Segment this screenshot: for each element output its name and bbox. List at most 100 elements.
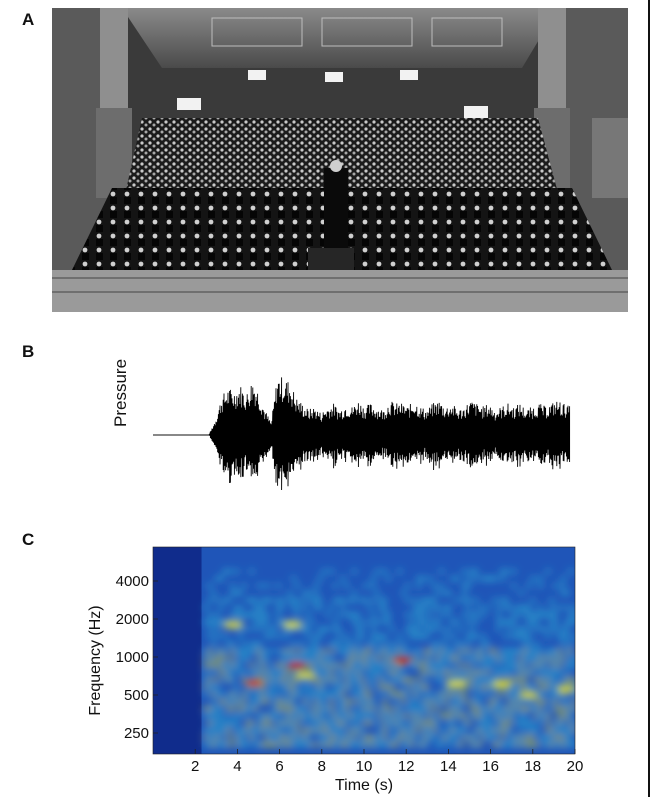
spectrogram-cell <box>355 649 361 653</box>
spectrogram-cell <box>226 570 232 573</box>
spectrogram-cell <box>556 656 562 660</box>
spectrogram-cell <box>302 728 308 732</box>
spectrogram-cell <box>477 699 483 703</box>
spectrogram-cell <box>454 743 460 747</box>
spectrogram-cell <box>537 613 543 617</box>
spectrogram-cell <box>545 570 551 573</box>
spectrogram-cell <box>465 663 471 667</box>
spectrogram-cell <box>427 721 433 725</box>
x-tick-label: 14 <box>440 758 457 775</box>
spectrogram-cell <box>518 707 524 711</box>
spectrogram-cell <box>423 606 429 610</box>
spectrogram-cell <box>306 627 312 631</box>
spectrogram-cell <box>332 678 338 682</box>
spectrogram-cell <box>484 642 490 646</box>
spectrogram-cell <box>549 699 555 703</box>
spectrogram-cell <box>378 728 384 732</box>
spectrogram-cell <box>404 728 410 732</box>
spectrogram-cell <box>332 584 338 588</box>
spectrogram-cell <box>241 671 247 674</box>
spectrogram-cell <box>553 627 559 631</box>
spectrogram-cell <box>313 663 319 667</box>
spectrogram-cell <box>325 692 331 696</box>
spectrogram-cell <box>279 743 285 747</box>
spectrogram-cell <box>545 714 551 718</box>
spectrogram-cell <box>211 714 217 718</box>
x-tick-label: 12 <box>398 758 415 775</box>
spectrogram-cell <box>458 707 464 711</box>
spectrogram-cell <box>336 598 342 602</box>
spectrogram-cell <box>450 656 456 660</box>
spectrogram-cell <box>302 707 308 711</box>
spectrogram-cell <box>522 649 528 653</box>
spectrogram-cell <box>249 598 255 602</box>
spectrogram-cell <box>526 721 532 725</box>
spectrogram-cell <box>435 707 441 711</box>
spectrogram-cell <box>203 671 209 674</box>
spectrogram-cell <box>207 598 213 602</box>
spectrogram-cell <box>348 699 353 703</box>
spectrogram-cell <box>412 634 418 638</box>
spectrogram-cell <box>222 634 228 638</box>
spectrogram-cell <box>385 743 391 747</box>
spectrogram-cell <box>382 678 388 682</box>
spectrogram-cell <box>530 685 536 689</box>
spectrogram-cell <box>325 663 331 667</box>
spectrogram-cell <box>492 598 498 602</box>
spectrogram-cell <box>264 671 270 674</box>
spectrogram-cell <box>272 707 277 711</box>
spectrogram-cell <box>264 634 270 638</box>
spectrogram-cell <box>207 613 213 617</box>
spectrogram-cell <box>496 714 502 718</box>
spectrogram-cell <box>404 598 410 602</box>
spectrogram-cell <box>450 728 456 732</box>
spectrogram-cell <box>522 606 528 610</box>
spectrogram-cell <box>222 598 228 602</box>
orchestra-photo-drawing <box>52 8 628 312</box>
spectrogram-cell <box>370 627 376 631</box>
spectrogram-cell <box>302 627 308 631</box>
spectrogram-cell <box>344 685 350 689</box>
spectrogram-cell <box>420 736 426 739</box>
spectrogram-cell <box>568 642 574 646</box>
spectrogram-cell <box>492 577 498 581</box>
spectrogram-cell <box>203 656 209 660</box>
spectrogram-cell <box>397 736 403 739</box>
spectrogram-cell <box>241 584 247 588</box>
spectrogram-cell <box>488 685 494 689</box>
spectrogram-cell <box>488 663 494 667</box>
spectrogram-cell <box>530 656 536 660</box>
spectrogram-cell <box>310 721 315 725</box>
spectrogram-cell <box>526 685 532 689</box>
spectrogram-cell <box>549 671 555 674</box>
spectrogram-cell <box>283 663 289 667</box>
spectrogram-cell <box>488 707 494 711</box>
spectrogram-cell <box>488 728 494 732</box>
spectrogram-cell <box>503 728 509 732</box>
spectrogram-cell <box>404 678 410 682</box>
spectrogram-cell <box>469 707 475 711</box>
spectrogram-cell <box>477 707 483 711</box>
spectrogram-cell <box>530 736 536 739</box>
spectrogram-cell <box>351 728 357 732</box>
spectrogram-cell <box>389 721 395 725</box>
spectrogram-cell <box>302 736 308 739</box>
spectrogram-cell <box>545 634 551 638</box>
spectrogram-cell <box>564 707 570 711</box>
spectrogram-cell <box>537 685 543 689</box>
spectrogram-cell <box>359 699 365 703</box>
spectrogram-cell <box>553 613 559 617</box>
spectrogram-cell <box>268 671 274 674</box>
spectrogram-cell <box>310 663 315 667</box>
spectrogram-cell <box>480 642 486 646</box>
spectrogram-cell <box>256 606 262 610</box>
spectrogram-cell <box>404 627 410 631</box>
spectrogram-cell <box>203 728 209 732</box>
spectrogram-cell <box>272 728 277 732</box>
spectrogram-cell <box>367 721 372 725</box>
spectrogram-cell <box>340 606 346 610</box>
spectrogram-cell <box>473 707 479 711</box>
spectrogram-cell <box>458 663 464 667</box>
spectrogram-cell <box>378 678 384 682</box>
spectrogram-cell <box>211 728 217 732</box>
